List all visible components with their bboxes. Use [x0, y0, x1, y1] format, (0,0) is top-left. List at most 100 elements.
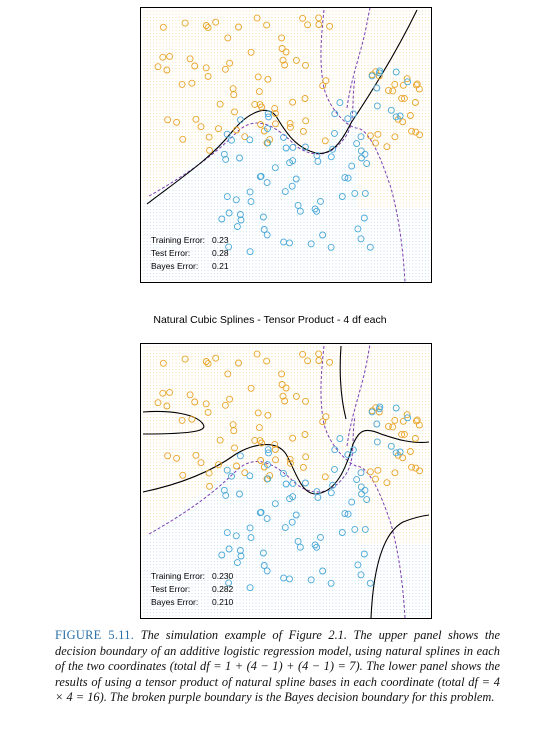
point-orange	[181, 19, 189, 27]
point-blue	[307, 576, 315, 584]
point-blue	[387, 442, 395, 450]
point-orange	[389, 87, 397, 95]
top-model-boundary	[146, 9, 418, 205]
point-orange	[406, 112, 414, 119]
top-training-error: Training Error: 0.23	[151, 235, 229, 245]
caption-label: FIGURE 5.11.	[55, 628, 135, 642]
point-orange	[302, 453, 310, 461]
point-blue	[222, 155, 230, 163]
point-blue	[280, 238, 288, 246]
point-blue	[256, 509, 264, 517]
point-orange	[251, 100, 259, 108]
point-orange	[253, 14, 261, 22]
point-orange	[279, 56, 287, 64]
point-orange	[299, 14, 307, 22]
point-blue	[313, 152, 321, 160]
point-orange	[286, 459, 294, 467]
point-blue	[228, 472, 235, 480]
point-orange	[366, 132, 374, 140]
point-blue	[327, 243, 335, 251]
point-blue	[353, 140, 361, 148]
point-orange	[272, 456, 279, 464]
bottom-bayes-error: Bayes Error: 0.210	[151, 597, 234, 607]
point-orange	[289, 98, 297, 106]
point-blue	[292, 511, 300, 519]
point-blue	[223, 130, 231, 138]
bottom-bayes-boundary-upper	[346, 344, 371, 447]
point-orange	[299, 127, 307, 135]
top-bayes-boundary-upper	[346, 8, 371, 109]
point-orange	[166, 388, 174, 396]
point-blue	[348, 498, 356, 506]
point-blue	[282, 480, 290, 488]
point-orange	[384, 86, 392, 94]
top-plot-svg	[143, 8, 430, 282]
point-blue	[341, 510, 349, 518]
point-blue	[327, 489, 335, 497]
point-orange	[319, 82, 327, 90]
point-orange	[202, 64, 210, 72]
point-orange	[191, 62, 199, 70]
point-blue	[264, 446, 272, 454]
point-orange	[278, 370, 286, 378]
point-orange	[398, 430, 406, 438]
point-blue	[271, 164, 279, 172]
point-orange	[281, 61, 289, 69]
point-orange	[399, 417, 407, 425]
point-blue	[265, 113, 272, 121]
point-blue	[331, 465, 338, 473]
point-blue	[373, 102, 381, 110]
point-blue	[319, 567, 327, 575]
point-orange	[398, 94, 406, 102]
point-orange	[286, 455, 294, 463]
point-blue	[289, 157, 297, 165]
point-orange	[302, 61, 309, 69]
point-orange	[399, 81, 407, 89]
point-blue	[363, 496, 371, 504]
point-orange	[271, 440, 279, 448]
point-blue	[376, 403, 384, 411]
point-orange	[326, 22, 334, 30]
point-blue	[366, 579, 374, 587]
point-orange	[278, 381, 286, 388]
point-blue	[319, 231, 327, 239]
point-orange	[166, 52, 174, 60]
point-blue	[313, 488, 321, 496]
point-orange	[403, 411, 411, 419]
point-blue	[296, 207, 304, 215]
point-orange	[204, 360, 212, 368]
point-blue	[354, 225, 362, 233]
point-orange	[374, 466, 382, 474]
point-orange	[178, 80, 186, 88]
point-orange	[163, 402, 171, 410]
point-blue	[338, 529, 346, 536]
point-orange	[289, 434, 297, 442]
point-orange	[299, 463, 307, 471]
point-orange	[282, 384, 290, 392]
caption-text: The simulation example of Figure 2.1. Th…	[55, 628, 500, 704]
point-blue	[236, 452, 244, 460]
point-orange	[255, 424, 263, 432]
point-orange	[257, 121, 265, 128]
point-orange	[264, 75, 272, 83]
point-orange	[406, 448, 414, 455]
point-orange	[229, 421, 237, 429]
bottom-test-error: Test Error: 0.282	[151, 584, 234, 594]
point-blue	[344, 510, 352, 518]
point-blue	[281, 188, 289, 196]
point-orange	[229, 85, 237, 93]
point-blue	[236, 154, 243, 162]
top-bayes-boundary-right	[320, 9, 406, 282]
point-blue	[404, 414, 412, 422]
point-orange	[159, 359, 167, 367]
point-blue	[354, 561, 362, 569]
point-blue	[341, 174, 349, 182]
point-orange	[230, 427, 238, 435]
point-blue	[223, 466, 231, 474]
point-blue	[373, 84, 381, 92]
point-orange	[188, 79, 196, 87]
point-orange	[215, 461, 222, 469]
point-orange	[263, 21, 271, 29]
point-blue	[246, 136, 254, 144]
point-orange	[416, 131, 424, 139]
